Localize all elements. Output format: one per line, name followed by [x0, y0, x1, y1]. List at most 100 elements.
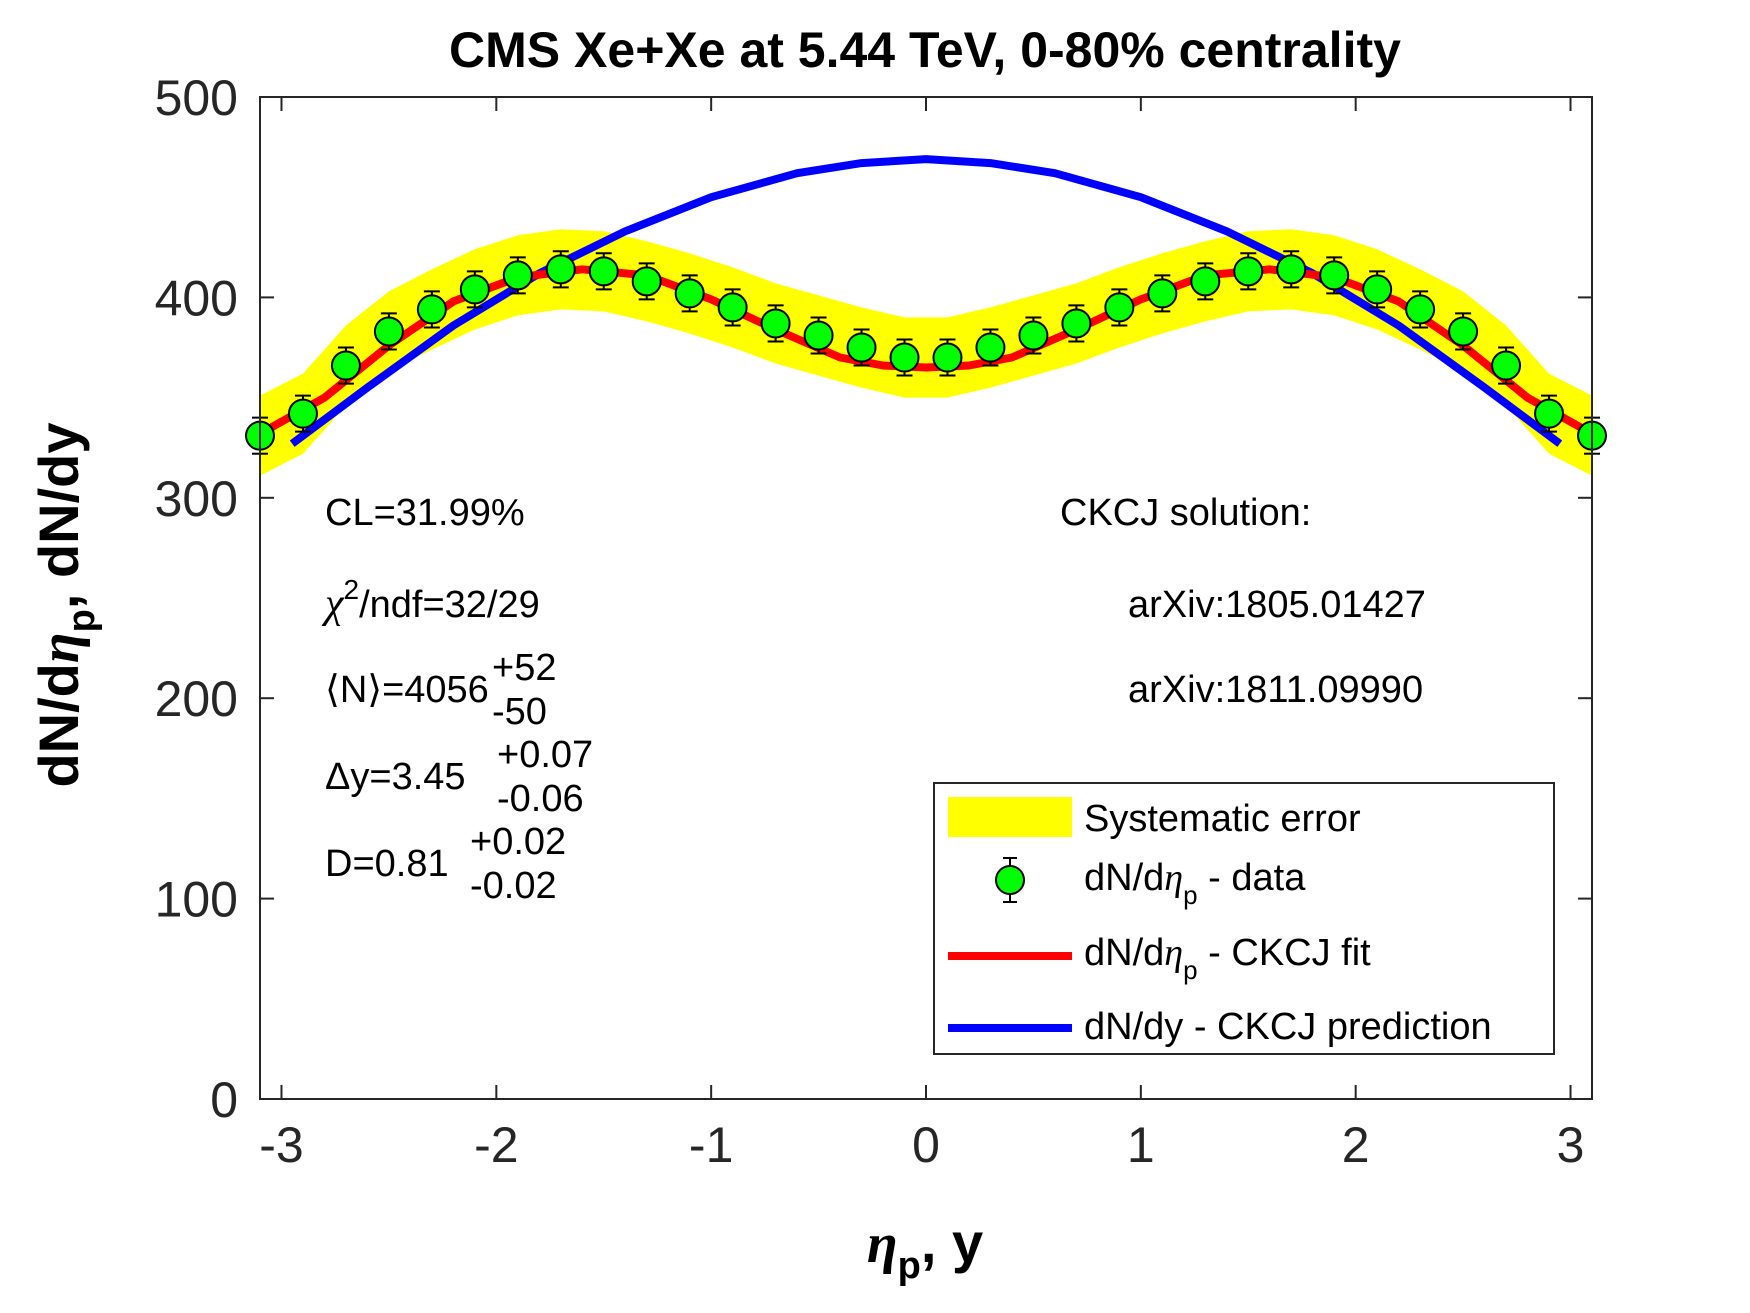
- svg-text:-0.06: -0.06: [497, 778, 584, 820]
- data-marker: [1233, 256, 1264, 287]
- x-axis-label: ηp, y: [867, 1211, 983, 1287]
- annotation-ref2: arXiv:1811.09990: [1128, 669, 1423, 711]
- legend-label-data: dN/dηp - data: [1084, 857, 1306, 910]
- x-tick-label: 3: [1557, 1117, 1585, 1173]
- data-point: [459, 270, 490, 309]
- prediction-curve: [289, 155, 1563, 447]
- svg-text:D=0.81: D=0.81: [325, 843, 449, 885]
- data-marker: [846, 332, 877, 363]
- data-marker: [1491, 350, 1522, 381]
- y-tick-label: 0: [210, 1072, 238, 1128]
- data-point: [287, 394, 318, 433]
- data-marker: [932, 342, 963, 373]
- data-marker: [1190, 266, 1221, 297]
- x-tick-label: 0: [912, 1117, 940, 1173]
- data-marker: [373, 316, 404, 347]
- y-tick-label: 300: [155, 471, 238, 527]
- data-point: [975, 328, 1006, 367]
- annotation-chi2: χ2/ndf=32/29: [321, 574, 540, 627]
- data-marker: [1104, 292, 1135, 323]
- data-point: [1448, 312, 1479, 351]
- x-tick-label: 1: [1127, 1117, 1155, 1173]
- data-marker: [1405, 294, 1436, 325]
- svg-text:Δy=3.45: Δy=3.45: [325, 756, 466, 798]
- annotation-delta-y: Δy=3.45 +0.07 -0.06: [325, 734, 593, 820]
- data-marker: [1534, 398, 1565, 429]
- svg-text:+0.07: +0.07: [497, 734, 593, 776]
- data-marker: [1147, 278, 1178, 309]
- data-point: [1147, 274, 1178, 313]
- data-marker: [416, 294, 447, 325]
- data-marker: [588, 256, 619, 287]
- data-marker: [975, 332, 1006, 363]
- data-point: [932, 338, 963, 377]
- data-point: [373, 312, 404, 351]
- annotation-cl: CL=31.99%: [325, 492, 525, 534]
- y-tick-label: 400: [155, 270, 238, 326]
- data-point: [1491, 346, 1522, 385]
- data-point: [1190, 262, 1221, 301]
- data-marker: [1448, 316, 1479, 347]
- axes: -3 -2 -1 0 1 2 3 0 100 200 300 400 500: [155, 70, 1593, 1173]
- data-marker: [760, 308, 791, 339]
- systematic-error-band: [260, 229, 1592, 476]
- legend: Systematic error dN/dηp - data dN/dηp - …: [933, 782, 1555, 1055]
- legend-swatch-systematic: [948, 797, 1072, 837]
- data-point: [846, 328, 877, 367]
- data-point: [1104, 288, 1135, 327]
- legend-label-fit: dN/dηp - CKCJ fit: [1084, 932, 1371, 985]
- annotation-solution-title: CKCJ solution:: [1060, 492, 1311, 534]
- data-point: [416, 290, 447, 329]
- y-tick-label: 200: [155, 671, 238, 727]
- data-point: [502, 256, 533, 295]
- svg-text:-50: -50: [492, 691, 547, 733]
- data-marker: [330, 350, 361, 381]
- data-marker: [717, 292, 748, 323]
- data-point: [889, 338, 920, 377]
- data-marker: [502, 260, 533, 291]
- y-axis-label: dN/dηp, dN/dy: [27, 422, 103, 787]
- data-marker: [1362, 274, 1393, 305]
- data-point: [1534, 394, 1565, 433]
- data-point: [717, 288, 748, 327]
- x-tick-label: -2: [474, 1117, 518, 1173]
- legend-label-systematic: Systematic error: [1084, 798, 1361, 840]
- data-marker: [674, 278, 705, 309]
- data-point: [1276, 250, 1307, 289]
- svg-text:⟨N⟩=4056: ⟨N⟩=4056: [325, 669, 489, 711]
- data-point: [631, 262, 662, 301]
- data-point: [674, 274, 705, 313]
- y-tick-label: 500: [155, 70, 238, 126]
- data-point: [1405, 290, 1436, 329]
- fit-curve: [258, 265, 1594, 438]
- data-point: [803, 316, 834, 355]
- annotation-ref1: arXiv:1805.01427: [1128, 584, 1426, 626]
- x-tick-label: -1: [689, 1117, 733, 1173]
- x-tick-label: -3: [259, 1117, 303, 1173]
- data-marker: [287, 398, 318, 429]
- data-point: [1061, 304, 1092, 343]
- legend-label-prediction: dN/dy - CKCJ prediction: [1084, 1006, 1492, 1048]
- plot-area: [245, 155, 1607, 476]
- x-tick-label: 2: [1342, 1117, 1370, 1173]
- data-marker: [459, 274, 490, 305]
- data-point: [1018, 316, 1049, 355]
- svg-text:+0.02: +0.02: [470, 821, 566, 863]
- data-point: [1362, 270, 1393, 309]
- data-point: [1319, 256, 1350, 295]
- svg-text:+52: +52: [492, 647, 556, 689]
- y-tick-label: 100: [155, 872, 238, 928]
- svg-text:-0.02: -0.02: [470, 865, 557, 907]
- annotation-mean-n: ⟨N⟩=4056 +52 -50: [325, 647, 556, 733]
- data-point: [545, 250, 576, 289]
- data-marker: [1061, 308, 1092, 339]
- data-marker: [1319, 260, 1350, 291]
- data-point: [760, 304, 791, 343]
- data-point: [1233, 252, 1264, 291]
- chart-title: CMS Xe+Xe at 5.44 TeV, 0-80% centrality: [449, 22, 1401, 78]
- data-marker: [1276, 254, 1307, 285]
- annotation-d: D=0.81 +0.02 -0.02: [325, 821, 566, 907]
- data-marker: [545, 254, 576, 285]
- data-marker: [1018, 320, 1049, 351]
